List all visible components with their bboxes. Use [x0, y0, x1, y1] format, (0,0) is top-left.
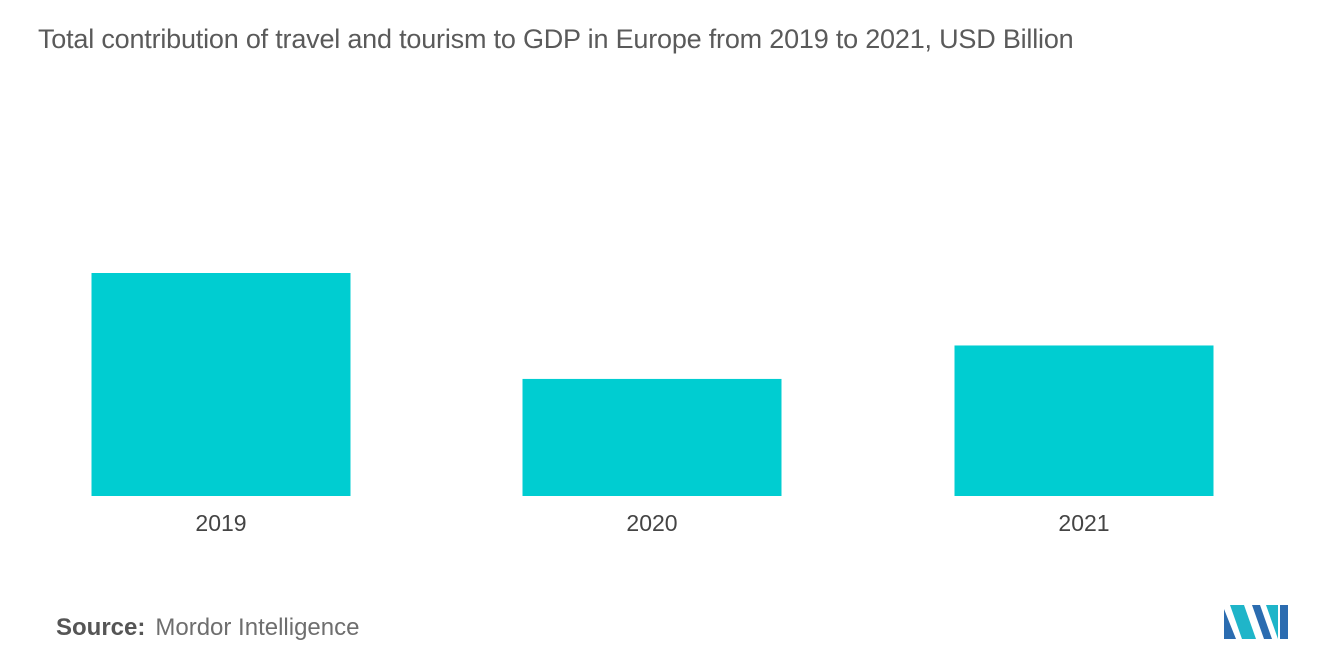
bars-group — [91, 273, 1214, 496]
x-tick-labels: 2019 2020 2021 — [195, 510, 1109, 536]
bar-2019 — [91, 273, 351, 496]
x-tick-label-2020: 2020 — [626, 510, 677, 536]
source-value: Mordor Intelligence — [155, 614, 360, 641]
x-tick-label-2019: 2019 — [195, 510, 246, 536]
x-tick-label-2021: 2021 — [1058, 510, 1109, 536]
mordor-intelligence-logo-icon — [1224, 605, 1288, 639]
bar-2020 — [522, 378, 782, 496]
bar-2021 — [954, 345, 1214, 496]
chart-title: Total contribution of travel and tourism… — [38, 24, 1074, 54]
source-note: Source: Mordor Intelligence — [56, 614, 359, 642]
source-label: Source: — [56, 614, 146, 641]
